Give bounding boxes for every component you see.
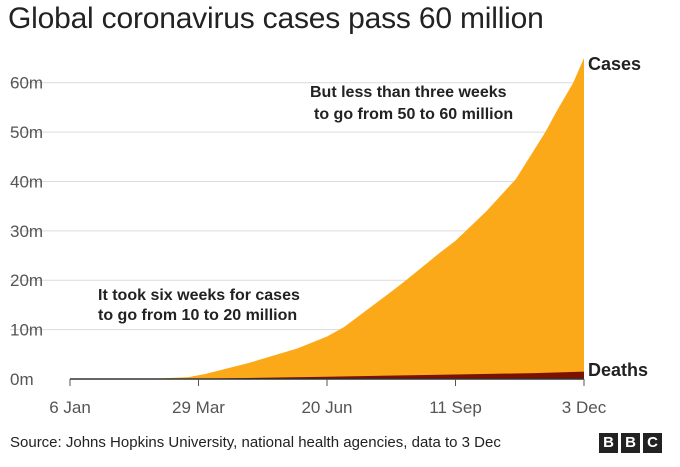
annotation-bottom-line-2: to go from 10 to 20 million — [98, 307, 297, 324]
y-tick-label: 10m — [10, 321, 43, 340]
series-label-cases: Cases — [588, 54, 641, 74]
x-tick-label: 11 Sep — [429, 398, 482, 417]
y-tick-label: 40m — [10, 172, 43, 191]
bbc-logo: B B C — [599, 433, 662, 453]
bbc-logo-letter-b1: B — [599, 433, 618, 453]
y-tick-label: 20m — [10, 271, 43, 290]
annotation-bottom-line-1: It took six weeks for cases — [98, 287, 300, 304]
bbc-logo-letter-b2: B — [621, 433, 640, 453]
x-tick-label: 3 Dec — [562, 398, 607, 417]
annotation-top-line-1: But less than three weeks — [310, 84, 507, 101]
y-axis-ticks: 0m 10m 20m 30m 40m 50m 60m — [10, 74, 43, 389]
x-tick-label: 20 Jun — [301, 398, 352, 417]
x-axis-ticks: 6 Jan 29 Mar 20 Jun 11 Sep 3 Dec — [49, 379, 607, 417]
y-tick-label: 0m — [10, 370, 34, 389]
gridlines — [10, 82, 584, 331]
chart-title: Global coronavirus cases pass 60 million — [8, 2, 544, 35]
series-deaths-area — [70, 371, 584, 379]
bbc-logo-letter-c: C — [643, 433, 662, 453]
series-cases-area — [70, 58, 584, 379]
x-tick-label: 6 Jan — [49, 398, 91, 417]
y-tick-label: 60m — [10, 74, 43, 93]
y-tick-label: 30m — [10, 222, 43, 241]
x-tick-label: 29 Mar — [172, 398, 225, 417]
annotation-top-line-2: to go from 50 to 60 million — [314, 106, 513, 123]
series-label-deaths: Deaths — [588, 360, 648, 380]
y-tick-label: 50m — [10, 123, 43, 142]
source-note: Source: Johns Hopkins University, nation… — [10, 434, 501, 451]
